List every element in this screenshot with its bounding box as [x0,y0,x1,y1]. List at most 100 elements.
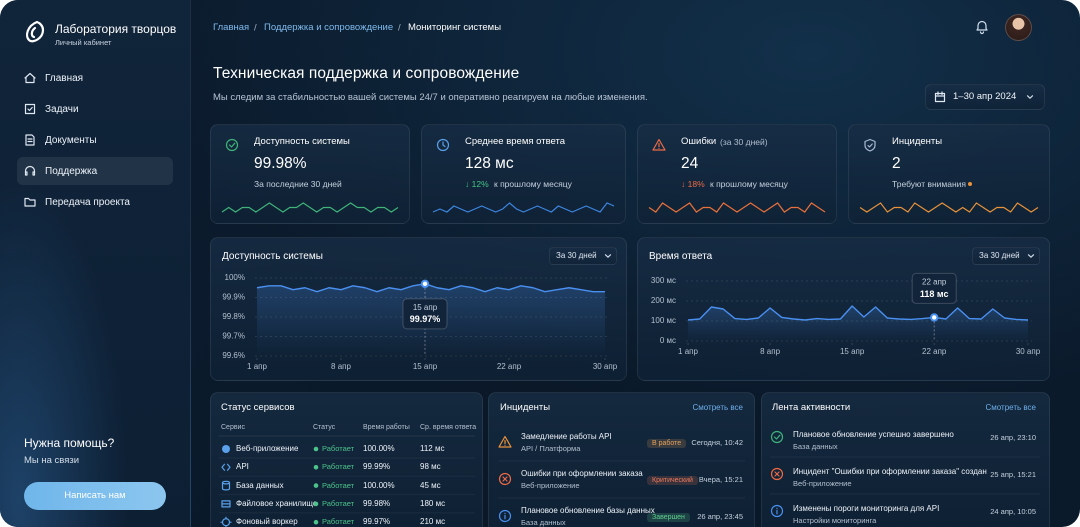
panel-title: Лента активности [772,402,851,413]
breadcrumb[interactable]: Поддержка и сопровождение [264,22,394,33]
service-response: 98 мс [420,462,441,472]
service-name: Фоновый воркер [236,517,298,527]
incident-status: В работе [647,438,687,448]
activity-source: Настройки мониторинга [793,516,877,525]
contact-button[interactable] [24,482,166,510]
service-name: Веб-приложение [236,444,299,453]
activity-time: 24 апр, 10:05 [990,507,1036,516]
bell-button[interactable] [970,15,994,39]
activity-panel [761,392,1050,527]
service-uptime: 100.00% [363,444,395,453]
nav-item[interactable] [17,157,173,185]
incident-source: Веб-приложение [521,481,580,490]
kpi-note: к прошлому месяцу [494,178,572,189]
breadcrumb-separator: / [254,23,257,34]
kpi-value: 128 мс [465,155,514,172]
kpi-card [848,124,1050,224]
breadcrumb[interactable]: Главная [213,22,250,33]
period-select-label[interactable]: За 30 дней [979,251,1020,260]
kpi-note: За последние 30 дней [254,178,342,189]
page-title: Техническая поддержка и сопровождение [213,65,520,82]
view-all-link[interactable]: Смотреть все [692,403,743,412]
panel-title: Инциденты [500,402,551,413]
kpi-note: Требуют внимания [892,178,967,189]
help-text: Мы на связи [24,455,80,466]
table-header: Ср. время ответа [420,423,477,431]
incidents-panel [488,392,755,527]
table-header: Сервис [221,423,245,431]
service-name: Файловое хранилище [236,498,318,508]
brand-title: Лаборатория творцов [55,22,177,36]
incident-time: 26 апр, 23:45 [697,512,743,521]
nav-label[interactable]: Поддержка [45,165,98,177]
service-response: 45 мс [420,480,441,490]
table-header: Время работы [363,423,410,431]
chart-title: Время ответа [649,250,713,262]
brand-subtitle: Личный кабинет [55,38,112,47]
view-all-link[interactable]: Смотреть все [985,403,1036,412]
nav-item[interactable] [17,95,173,123]
activity-time: 26 апр, 23:10 [990,433,1036,442]
page-subtitle: Мы следим за стабильностью вашей системы… [213,92,648,103]
avatar[interactable] [1005,14,1032,41]
activity-time: 25 апр, 15:21 [990,470,1036,479]
services-panel [210,392,483,527]
incident-title: Ошибки при оформлении заказа [521,469,643,478]
service-response: 210 мс [420,517,446,527]
kpi-title: Инциденты [892,136,943,147]
kpi-title: Ошибки [681,136,717,147]
table-header: Статус [313,423,336,431]
incident-status: Завершен [647,512,690,522]
nav-item[interactable] [17,64,173,92]
service-uptime: 100.00% [363,480,395,490]
kpi-note: к прошлому месяцу [710,178,788,189]
nav-label[interactable]: Задачи [45,103,79,115]
chart-title: Доступность системы [222,250,323,262]
activity-title: Плановое обновление успешно завершено [793,430,954,439]
breadcrumb-separator: / [398,23,401,34]
panel-title: Статус сервисов [221,402,295,413]
service-uptime: 99.99% [363,462,391,472]
service-status: Работает [322,462,355,472]
incident-title: Плановое обновление базы данных [521,506,655,515]
period-select-label[interactable]: За 30 дней [556,251,597,260]
service-response: 180 мс [420,498,446,508]
sidebar [0,0,191,527]
service-name: API [236,462,249,472]
incident-source: API / Платформа [521,444,581,453]
breadcrumb: Мониторинг системы [408,22,502,33]
kpi-title: Доступность системы [254,136,350,147]
activity-source: Веб-приложение [793,479,852,488]
kpi-title: Среднее время ответа [465,136,566,147]
kpi-title-note: (за 30 дней) [720,136,768,147]
period-select[interactable] [972,247,1040,265]
kpi-trend: ↓ 18% [681,178,705,189]
service-status: Работает [322,498,355,508]
incident-title: Замедление работы API [521,432,612,441]
service-status: Работает [322,444,355,453]
activity-source: База данных [793,442,838,451]
service-status: Работает [322,480,355,490]
activity-title: Инцидент "Ошибки при оформлении заказа" … [793,467,987,476]
service-response: 112 мс [420,444,445,453]
period-select[interactable] [549,247,617,265]
nav-label[interactable]: Передача проекта [45,196,130,208]
incident-time: Вчера, 15:21 [698,475,743,484]
service-uptime: 99.97% [363,517,391,527]
incident-time: Сегодня, 10:42 [691,438,743,447]
nav-label[interactable]: Документы [45,134,97,146]
nav-label[interactable]: Главная [45,72,84,84]
kpi-trend: ↓ 12% [465,178,489,189]
service-uptime: 99.98% [363,498,391,508]
kpi-value: 24 [681,155,699,172]
contact-button-label[interactable]: Написать нам [64,490,126,501]
service-status: Работает [322,517,355,527]
date-range[interactable]: 1–30 апр 2024 [953,91,1017,102]
help-title: Нужна помощь? [24,436,115,450]
activity-title: Изменены пороги мониторинга для API [793,504,940,513]
kpi-value: 99.98% [254,155,307,172]
incident-status: Критический [647,475,698,485]
